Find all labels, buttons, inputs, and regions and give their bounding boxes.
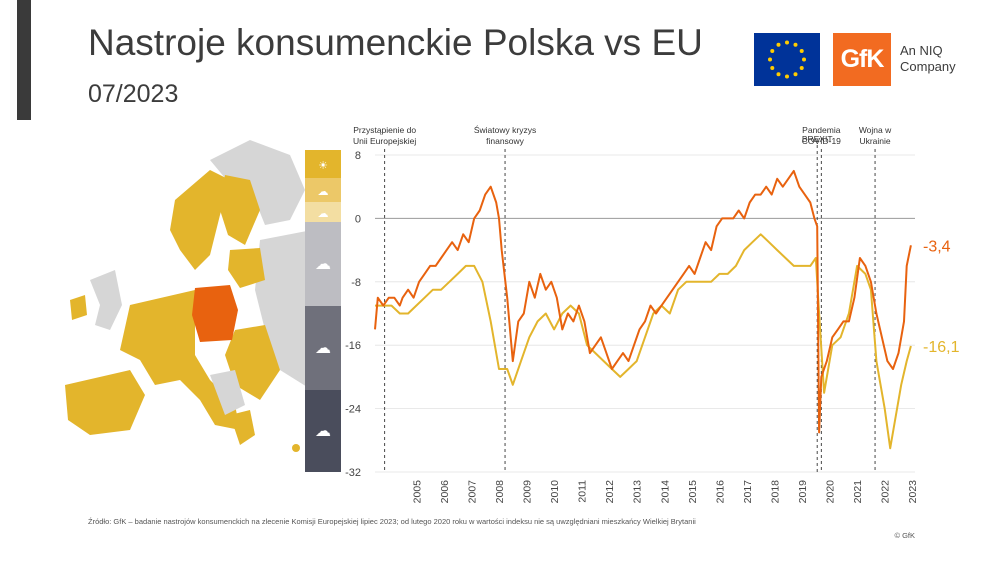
- x-tick-label: 2013: [632, 480, 644, 504]
- gfk-tagline-line2: Company: [900, 59, 956, 74]
- sun-icon: ☀: [318, 160, 328, 172]
- x-tick-label: 2015: [687, 480, 699, 504]
- storm-cloud-icon: ☁: [315, 423, 331, 440]
- gfk-tagline-line1: An NIQ: [900, 43, 943, 58]
- rain-cloud-icon: ☁: [315, 340, 331, 357]
- x-tick-label: 2021: [852, 480, 864, 504]
- poland-end-value: -3,4: [923, 238, 951, 255]
- mood-scale-band: [305, 306, 341, 390]
- eu-star: [793, 72, 798, 77]
- mood-scale-band: [305, 178, 341, 202]
- mood-scale-band: [305, 390, 341, 472]
- x-tick-label: 2018: [769, 480, 781, 504]
- map-greece: [230, 410, 255, 445]
- event-annotation-label: COVID-19: [802, 136, 841, 146]
- sun-cloud-icon: ☁: [318, 186, 329, 198]
- europe-map: [65, 140, 312, 452]
- map-norway-sweden: [170, 170, 230, 270]
- event-annotation-label: finansowy: [486, 136, 525, 146]
- cloud-sun-icon: ☁: [318, 208, 329, 220]
- eu-star: [770, 66, 775, 70]
- mood-scale-band: [305, 150, 341, 178]
- mood-scale-band: [305, 202, 341, 222]
- eu-flag-icon: [754, 33, 820, 86]
- event-annotation-label: Ukrainie: [859, 136, 890, 146]
- x-tick-label: 2016: [714, 480, 726, 504]
- eu-series-line: [375, 233, 912, 450]
- cloud-icon: ☁: [315, 256, 331, 273]
- event-annotation-label: Światowy kryzys: [474, 124, 536, 135]
- map-finland: [220, 175, 260, 245]
- x-tick-label: 2005: [411, 480, 423, 504]
- x-tick-label: 2014: [659, 480, 671, 504]
- y-tick-label: 8: [355, 150, 361, 162]
- event-annotation-label: Przystąpienie do: [353, 125, 416, 135]
- map-ireland: [70, 295, 87, 320]
- eu-star: [793, 42, 798, 47]
- map-russia-gray: [255, 230, 312, 390]
- x-tick-label: 2011: [577, 480, 589, 503]
- y-tick-label: -24: [345, 404, 361, 416]
- eu-star: [799, 66, 804, 70]
- source-footnote: Źródło: GfK – badanie nastrojów konsumen…: [88, 517, 696, 526]
- eu-star: [785, 40, 789, 45]
- map-poland: [192, 285, 238, 342]
- x-tick-label: 2023: [907, 480, 919, 504]
- x-tick-label: 2012: [604, 480, 616, 504]
- event-annotation-label: Pandemia: [802, 125, 841, 135]
- eu-star: [768, 57, 772, 62]
- poland-series-line: [374, 169, 912, 434]
- eu-star: [776, 42, 781, 47]
- map-balkans-gray: [210, 370, 245, 415]
- mood-scale: ☀ ☁ ☁ ☁ ☁ ☁: [305, 150, 341, 472]
- event-annotation-label: Wojna w: [859, 125, 892, 135]
- eu-star: [785, 74, 789, 79]
- eu-star: [776, 72, 781, 77]
- map-cyprus: [292, 444, 300, 452]
- x-tick-label: 2022: [880, 480, 892, 504]
- map-western-europe: [120, 290, 240, 430]
- x-tick-label: 2009: [522, 480, 534, 504]
- map-scandinavia-gray: [210, 140, 305, 225]
- mood-scale-band: [305, 222, 341, 306]
- event-annotation-label: BREXIT: [802, 134, 833, 144]
- map-eastern-europe: [225, 325, 280, 400]
- event-annotation-label: Unii Europejskiej: [353, 136, 416, 146]
- x-tick-label: 2017: [742, 480, 754, 504]
- map-uk-gray: [90, 270, 122, 330]
- x-tick-label: 2019: [797, 480, 809, 504]
- eu-star: [770, 49, 775, 53]
- map-iberia: [65, 370, 145, 435]
- y-tick-label: -16: [345, 340, 361, 352]
- x-tick-label: 2007: [466, 480, 478, 504]
- x-tick-label: 2010: [549, 480, 561, 504]
- x-tick-label: 2006: [439, 480, 451, 504]
- y-tick-label: 0: [355, 213, 361, 225]
- x-tick-label: 2020: [825, 480, 837, 504]
- copyright: © GfK: [894, 531, 915, 540]
- y-tick-label: -8: [351, 277, 361, 289]
- eu-star: [799, 49, 804, 53]
- eu-star: [802, 57, 806, 62]
- gfk-logo: GfK: [833, 33, 891, 86]
- gfk-tagline: An NIQ Company: [900, 43, 956, 75]
- x-tick-label: 2008: [494, 480, 506, 504]
- eu-end-value: -16,1: [923, 339, 960, 356]
- map-baltics: [228, 248, 265, 288]
- y-tick-label: -32: [345, 467, 361, 479]
- accent-bar: [17, 0, 31, 120]
- page-subtitle: 07/2023: [88, 80, 179, 108]
- page-title: Nastroje konsumenckie Polska vs EU: [88, 22, 703, 63]
